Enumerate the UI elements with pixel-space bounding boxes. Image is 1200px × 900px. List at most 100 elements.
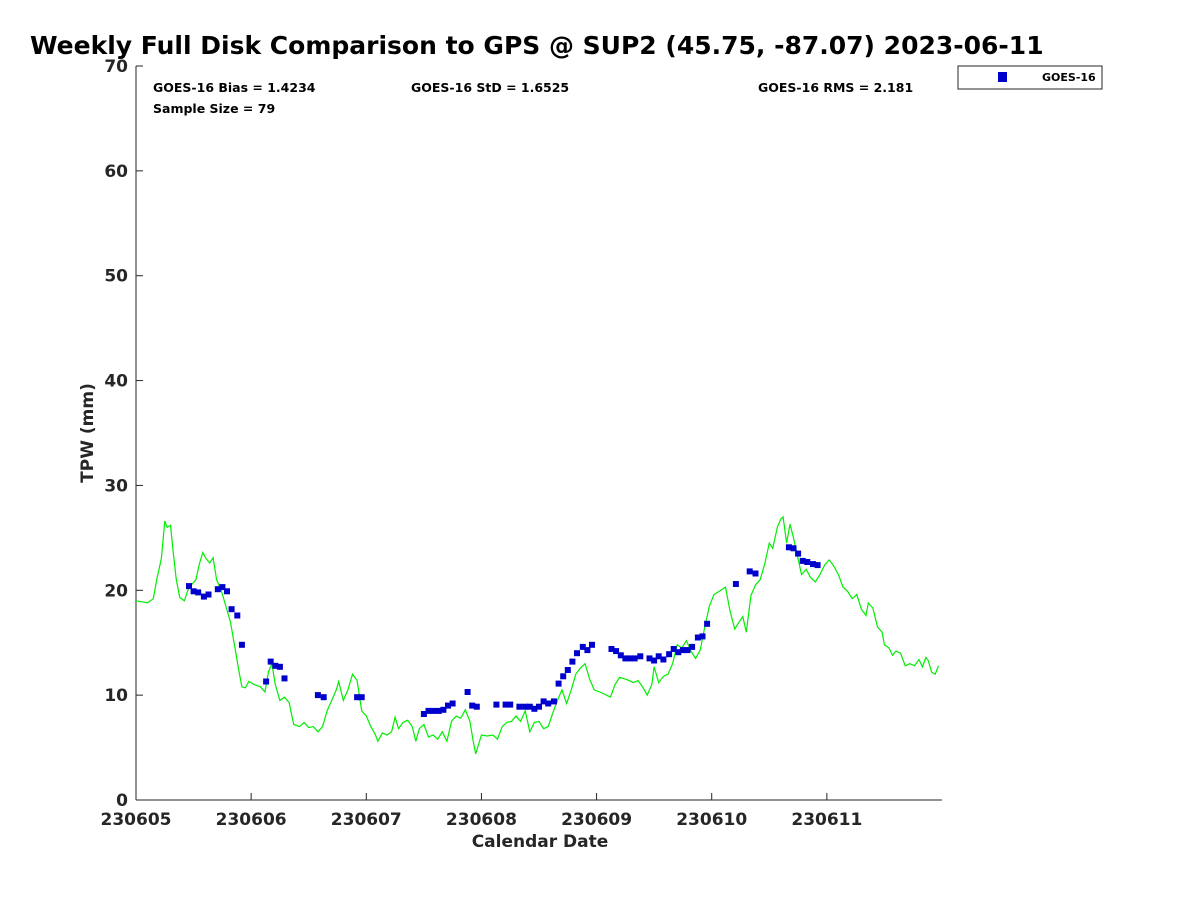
goes16-data-point xyxy=(276,663,283,670)
goes16-data-point xyxy=(622,655,629,662)
goes16-data-point xyxy=(569,658,576,665)
goes16-data-point xyxy=(314,692,321,699)
goes16-data-point xyxy=(516,703,523,710)
goes16-data-point xyxy=(464,689,471,695)
goes16-data-point xyxy=(445,702,451,709)
goes16-data-point xyxy=(440,706,447,713)
goes16-data-point xyxy=(675,649,682,656)
goes16-data-point xyxy=(627,655,633,662)
goes16-data-point xyxy=(795,550,802,557)
y-tick-label: 60 xyxy=(104,162,128,182)
goes16-data-point xyxy=(214,586,221,593)
goes16-data-point xyxy=(564,667,571,673)
goes16-data-point xyxy=(190,588,197,595)
goes16-data-point xyxy=(354,694,361,701)
goes16-data-point xyxy=(234,612,241,619)
goes16-data-point xyxy=(699,633,706,640)
goes16-data-point xyxy=(545,700,552,707)
goes16-data-point xyxy=(435,707,442,714)
x-tick-label: 230611 xyxy=(791,810,862,830)
bias-annotation: GOES-16 Bias = 1.4234 xyxy=(153,80,316,95)
legend: GOES-16 xyxy=(957,65,1103,90)
goes16-data-point xyxy=(584,647,591,654)
goes16-data-point xyxy=(358,694,365,701)
goes16-data-point xyxy=(449,700,456,707)
x-tick-label: 230610 xyxy=(676,810,747,830)
chart-title: Weekly Full Disk Comparison to GPS @ SUP… xyxy=(30,31,1044,60)
goes16-data-point xyxy=(684,647,691,654)
goes16-data-point xyxy=(646,655,653,662)
rms-annotation: GOES-16 RMS = 2.181 xyxy=(758,80,913,95)
goes16-data-point xyxy=(531,705,538,712)
goes16-data-point xyxy=(195,589,202,596)
goes16-data-point xyxy=(814,562,821,569)
y-tick-label: 0 xyxy=(116,791,128,811)
goes16-data-point xyxy=(526,703,533,710)
y-tick-label: 30 xyxy=(104,476,128,496)
y-tick-label: 20 xyxy=(104,581,128,601)
goes16-data-point xyxy=(617,652,624,659)
goes16-data-point xyxy=(637,653,644,660)
y-axis-ticks: 0 10 20 30 40 50 60 70 xyxy=(104,57,143,811)
goes16-data-point xyxy=(752,570,759,577)
y-tick-label: 70 xyxy=(104,57,128,77)
goes16-data-point xyxy=(799,557,806,564)
goes16-data-point xyxy=(469,702,476,709)
gps-reference-line xyxy=(135,515,940,755)
goes16-data-point xyxy=(320,694,327,701)
goes16-data-point xyxy=(608,646,615,652)
goes16-data-point xyxy=(224,588,230,595)
goes16-data-point xyxy=(579,643,586,650)
x-axis-label: Calendar Date xyxy=(472,832,609,852)
goes16-data-point xyxy=(679,647,686,654)
goes16-data-point xyxy=(631,655,638,662)
y-tick-label: 10 xyxy=(104,686,128,706)
goes16-data-point xyxy=(746,568,753,575)
legend-entry-goes16: GOES-16 xyxy=(1042,71,1096,84)
x-tick-label: 230606 xyxy=(216,810,287,830)
goes16-data-point xyxy=(804,559,811,565)
goes16-data-point xyxy=(589,641,595,648)
goes16-data-point xyxy=(694,634,701,641)
goes16-data-point xyxy=(430,707,437,714)
goes16-data-point xyxy=(502,701,509,708)
goes16-data-point xyxy=(186,583,192,590)
y-tick-label: 40 xyxy=(104,372,128,392)
goes16-data-point xyxy=(790,545,797,552)
y-tick-label: 50 xyxy=(104,267,128,287)
x-tick-label: 230605 xyxy=(101,810,172,830)
goes16-data-point xyxy=(704,620,711,627)
goes16-data-point xyxy=(540,698,547,705)
goes16-data-point xyxy=(613,648,620,655)
goes16-data-point xyxy=(267,658,274,665)
goes16-data-point xyxy=(666,651,673,658)
goes16-data-point xyxy=(536,703,542,710)
goes16-data-point xyxy=(522,703,529,710)
x-tick-label: 230607 xyxy=(331,810,402,830)
goes16-data-point xyxy=(425,707,432,714)
legend-marker-square-icon xyxy=(998,72,1007,82)
goes16-data-point xyxy=(420,711,427,717)
goes16-data-point xyxy=(200,593,207,600)
goes16-data-point xyxy=(655,653,662,660)
plot-area xyxy=(135,515,940,755)
goes16-data-point xyxy=(281,675,288,682)
goes16-data-point xyxy=(670,646,677,652)
sample-size-annotation: Sample Size = 79 xyxy=(153,101,275,116)
goes16-data-point xyxy=(732,581,739,587)
goes16-data-point xyxy=(219,584,226,591)
x-axis-ticks: 230605 230606 230607 230608 230609 230610 2306… xyxy=(101,793,862,830)
goes16-data-point xyxy=(555,680,562,687)
goes16-data-point xyxy=(263,678,270,685)
legend-box xyxy=(957,65,1103,90)
goes16-data-point xyxy=(551,698,557,705)
goes16-data-point xyxy=(473,703,480,710)
goes16-data-point xyxy=(507,701,514,708)
y-axis-label: TPW (mm) xyxy=(78,383,98,483)
goes16-data-point xyxy=(785,544,792,551)
goes16-data-point xyxy=(238,641,245,648)
goes16-data-point xyxy=(660,656,667,663)
goes16-data-point xyxy=(810,561,816,568)
goes16-data-point xyxy=(228,606,235,613)
